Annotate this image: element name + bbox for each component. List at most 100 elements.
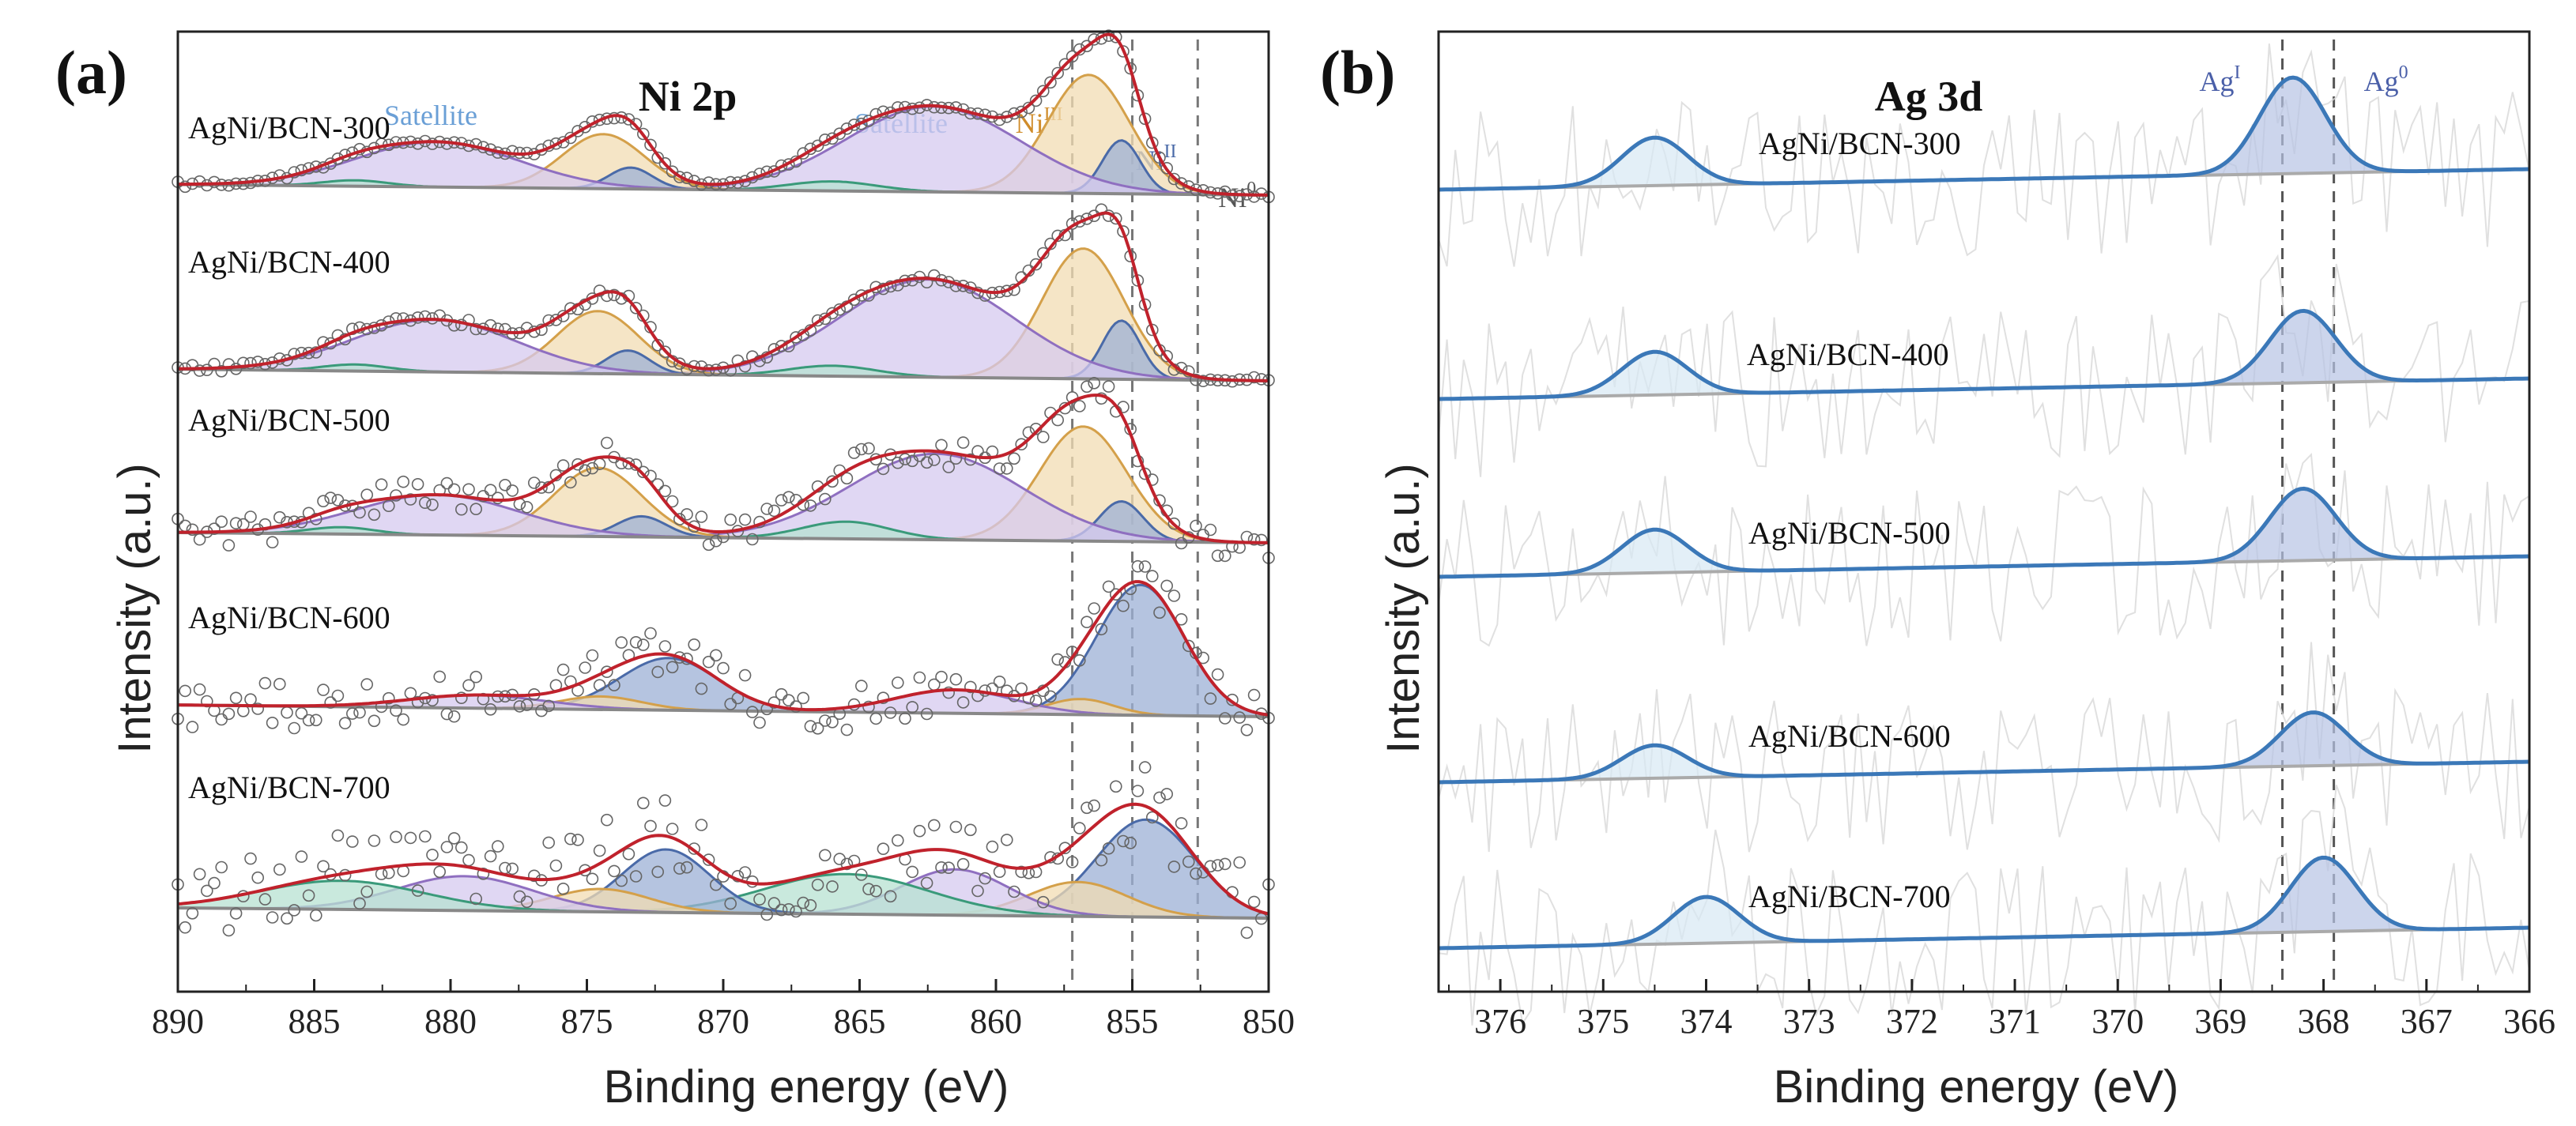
- data-point: [695, 819, 708, 831]
- data-point: [317, 495, 330, 508]
- data-point: [651, 865, 665, 879]
- data-point: [775, 687, 788, 701]
- data-point: [1197, 375, 1209, 388]
- data-point: [768, 696, 781, 709]
- data-point: [302, 714, 315, 727]
- data-point: [418, 310, 432, 323]
- panel-a-title: Ni 2p: [639, 73, 737, 120]
- data-point: [622, 457, 636, 470]
- component-peak-fill: [750, 869, 1160, 917]
- data-point: [1167, 589, 1181, 602]
- data-point: [1167, 517, 1181, 530]
- data-point: [244, 356, 257, 370]
- data-point: [193, 175, 206, 188]
- data-point: [840, 723, 854, 736]
- data-point: [527, 869, 541, 883]
- data-point: [819, 312, 832, 326]
- data-point: [215, 713, 228, 726]
- data-point: [629, 301, 643, 314]
- panel-b-y-axis-label: Intensity (a.u.): [1378, 463, 1429, 753]
- data-point: [1044, 76, 1057, 89]
- data-point: [1073, 653, 1086, 667]
- component-peak-fill: [893, 882, 1262, 918]
- data-point: [288, 904, 301, 917]
- data-point: [390, 830, 402, 843]
- data-point: [1015, 438, 1028, 451]
- data-point: [993, 462, 1006, 475]
- data-point: [753, 716, 766, 729]
- data-point: [811, 879, 824, 891]
- data-point: [462, 853, 475, 867]
- data-point: [462, 483, 475, 496]
- component-peak-fill: [917, 426, 1249, 543]
- data-point: [1088, 33, 1100, 46]
- data-point: [1146, 811, 1159, 824]
- data-point: [636, 127, 650, 141]
- data-point: [215, 861, 228, 874]
- data-point: [768, 504, 781, 518]
- data-point: [1240, 926, 1254, 940]
- data-point: [600, 665, 613, 679]
- data-point: [1247, 371, 1261, 384]
- data-point: [368, 508, 381, 522]
- data-point: [1110, 212, 1122, 225]
- data-point: [1051, 413, 1064, 427]
- data-point: [593, 679, 606, 692]
- data-point: [470, 892, 483, 906]
- component-peak-fill: [1040, 501, 1205, 543]
- x-tick-label: 369: [2194, 1002, 2246, 1041]
- data-point: [738, 866, 752, 879]
- data-point: [1081, 380, 1093, 394]
- data-point: [956, 696, 970, 709]
- data-point: [266, 911, 279, 924]
- data-point: [1167, 861, 1181, 873]
- data-point: [760, 908, 774, 921]
- panel-a-frame: [176, 30, 1270, 993]
- data-point: [1153, 151, 1166, 164]
- data-point: [368, 834, 381, 847]
- data-point: [549, 137, 563, 150]
- data-point: [738, 513, 752, 526]
- data-point: [556, 883, 570, 895]
- data-point: [433, 865, 447, 879]
- data-point: [1175, 177, 1188, 190]
- data-point: [608, 864, 620, 878]
- component-peak-fill: [931, 248, 1239, 381]
- data-point: [804, 720, 817, 732]
- component-peak-fill: [501, 849, 829, 914]
- data-point: [193, 683, 206, 696]
- x-tick-label: 860: [970, 1002, 1022, 1041]
- data-point: [491, 491, 504, 505]
- data-point: [993, 675, 1006, 688]
- data-point: [615, 874, 628, 887]
- data-point: [418, 496, 432, 510]
- data-point: [782, 694, 795, 707]
- data-point: [470, 503, 483, 516]
- data-point: [826, 880, 839, 893]
- data-point: [666, 661, 679, 674]
- data-point: [404, 493, 417, 506]
- data-point: [949, 820, 963, 834]
- data-point: [695, 510, 708, 523]
- data-point: [345, 707, 359, 720]
- data-point: [360, 885, 374, 898]
- data-point: [847, 293, 861, 307]
- data-point: [258, 676, 272, 690]
- data-point: [527, 476, 541, 489]
- data-point: [382, 499, 395, 513]
- data-point: [1124, 837, 1137, 849]
- sample-label: AgNi/BCN-300: [188, 110, 390, 145]
- component-peak-fill: [443, 311, 751, 375]
- data-point: [1219, 549, 1231, 563]
- data-point: [454, 841, 468, 854]
- data-point: [1102, 580, 1115, 593]
- data-point: [920, 876, 933, 890]
- component-peak-fill: [1545, 897, 1871, 947]
- data-point: [709, 878, 722, 891]
- data-point: [1247, 895, 1261, 909]
- data-point: [892, 676, 904, 689]
- data-point: [1065, 856, 1079, 868]
- x-tick-label: 870: [697, 1002, 749, 1041]
- sample-label: AgNi/BCN-300: [1759, 126, 1961, 161]
